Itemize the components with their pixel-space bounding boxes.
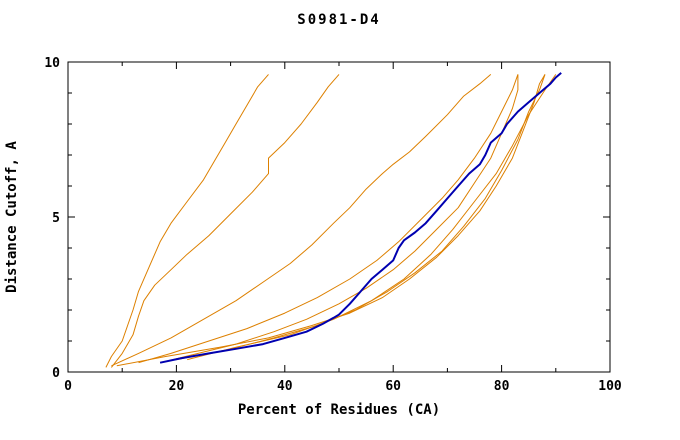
y-tick-label: 10 (44, 56, 60, 71)
series-line-orange-7 (176, 74, 546, 361)
x-tick-label: 0 (64, 379, 72, 394)
series-line-orange-5 (159, 74, 519, 364)
series-line-orange-3 (111, 74, 492, 367)
series-line-orange-8 (187, 74, 557, 361)
series-line-orange-2 (111, 74, 340, 368)
chart-title: S0981-D4 (297, 12, 380, 28)
series-line-orange-6 (116, 74, 546, 367)
plot-area: 0 20 40 60 80 100 0 5 10 (44, 56, 622, 394)
y-tick-label: 5 (52, 211, 60, 226)
y-tick-label: 0 (52, 366, 60, 381)
series-line-blue-highlight (159, 72, 562, 364)
x-tick-label: 80 (494, 379, 510, 394)
series-line-orange-1 (105, 74, 269, 368)
series-line-orange-4 (138, 74, 519, 364)
x-tick-label: 40 (277, 379, 293, 394)
x-tick-label: 20 (169, 379, 185, 394)
y-axis-label: Distance Cutoff, A (4, 141, 20, 293)
plot-border (67, 61, 611, 373)
x-tick-label: 100 (598, 379, 622, 394)
x-tick-label: 60 (385, 379, 401, 394)
x-axis-label: Percent of Residues (CA) (238, 402, 440, 418)
